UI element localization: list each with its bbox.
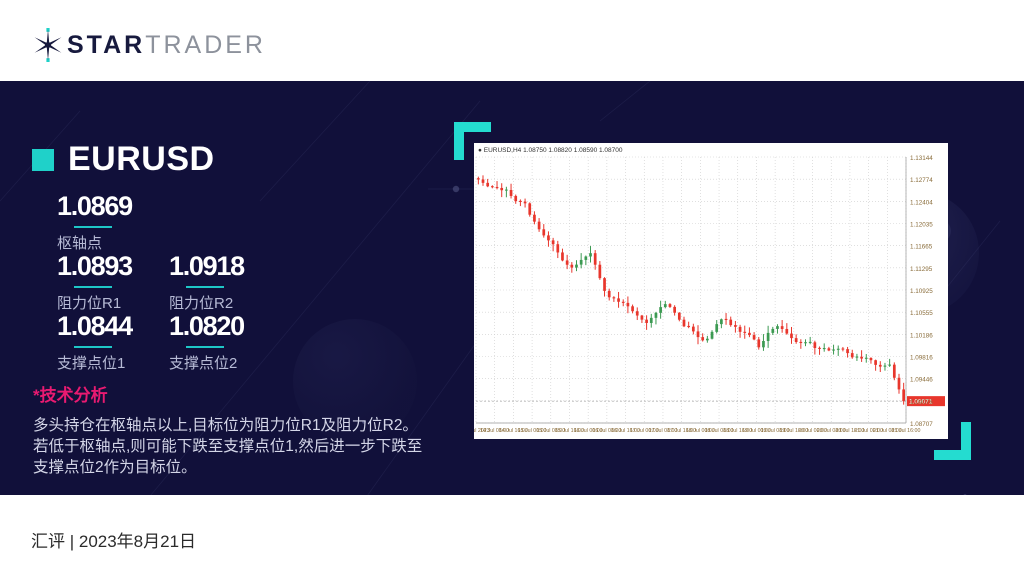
svg-text:1.10186: 1.10186	[910, 332, 933, 339]
svg-text:1.11665: 1.11665	[910, 244, 933, 251]
svg-text:1.12404: 1.12404	[910, 199, 933, 206]
svg-text:21 Jul 16:00: 21 Jul 16:00	[892, 428, 921, 434]
svg-text:1.11295: 1.11295	[910, 266, 933, 273]
svg-text:1.10555: 1.10555	[910, 310, 933, 317]
svg-text:1.09816: 1.09816	[910, 355, 933, 362]
svg-text:1.12035: 1.12035	[910, 222, 933, 229]
svg-text:1.08707: 1.08707	[910, 421, 933, 428]
svg-text:1.09446: 1.09446	[910, 377, 933, 384]
svg-text:1.09076: 1.09076	[910, 399, 933, 406]
svg-text:● EURUSD,H4 1.08750 1.08820: ● EURUSD,H4 1.08750 1.08820 1.08590 1.08…	[478, 147, 623, 154]
svg-text:1.12774: 1.12774	[910, 177, 933, 184]
svg-text:1.13144: 1.13144	[910, 155, 933, 162]
svg-text:1.10925: 1.10925	[910, 288, 933, 295]
